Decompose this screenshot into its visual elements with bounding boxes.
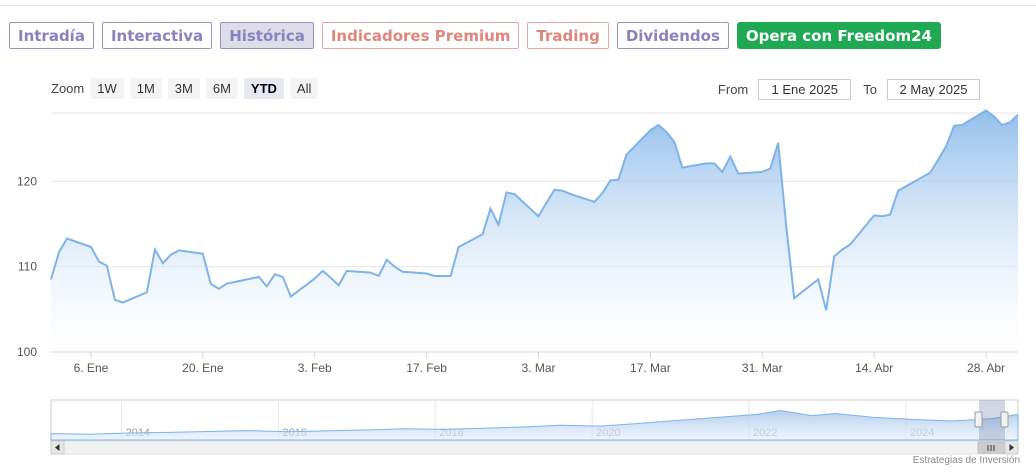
to-label: To	[863, 82, 877, 97]
to-date-input[interactable]	[887, 79, 980, 100]
scrollbar-grip-icon	[987, 445, 995, 451]
opera-freedom24-button[interactable]: Opera con Freedom24	[736, 22, 941, 49]
scroll-right-icon	[1009, 444, 1014, 451]
x-tick-label: 20. Ene	[182, 361, 224, 375]
tab-dividendos[interactable]: Dividendos	[616, 22, 729, 49]
scroll-left-icon	[55, 444, 60, 451]
x-tick-label: 6. Ene	[74, 361, 109, 375]
zoom-ytd-button[interactable]: YTD	[243, 78, 284, 99]
y-tick-label: 100	[17, 345, 37, 359]
tab-indicadores-premium[interactable]: Indicadores Premium	[321, 22, 520, 49]
navigator-handle-left[interactable]	[974, 411, 983, 428]
zoom-1w-button[interactable]: 1W	[90, 78, 124, 99]
x-tick-label: 28. Abr	[967, 361, 1005, 375]
zoom-6m-button[interactable]: 6M	[205, 78, 238, 99]
tab-trading[interactable]: Trading	[527, 22, 609, 49]
tab-bar: Intradía Interactiva Histórica Indicador…	[9, 22, 949, 49]
zoom-all-button[interactable]: All	[289, 78, 319, 99]
tab-intradia[interactable]: Intradía	[9, 22, 94, 49]
navigator-scrollbar[interactable]	[50, 440, 1019, 455]
zoom-1m-button[interactable]: 1M	[129, 78, 162, 99]
credits-link[interactable]: Estrategias de Inversión	[912, 455, 1020, 466]
x-tick-label: 31. Mar	[742, 361, 783, 375]
price-area	[51, 110, 1018, 353]
tab-historica[interactable]: Histórica	[220, 22, 314, 49]
x-tick-label: 17. Mar	[630, 361, 671, 375]
date-range: From To	[718, 79, 980, 100]
navigator-area	[50, 409, 1019, 441]
navigator[interactable]: 201420162018202020222024	[50, 399, 1019, 441]
tab-interactiva[interactable]: Interactiva	[101, 22, 213, 49]
price-line	[50, 109, 1019, 311]
x-tick-label: 14. Abr	[855, 361, 893, 375]
y-tick-label: 120	[17, 174, 37, 188]
x-tick-label: 3. Feb	[298, 361, 332, 375]
x-tick-label: 3. Mar	[521, 361, 555, 375]
zoom-selector: Zoom 1W 1M 3M 6M YTD All	[51, 78, 324, 99]
scrollbar-track[interactable]	[50, 440, 1019, 455]
zoom-label: Zoom	[51, 81, 85, 96]
from-date-input[interactable]	[758, 79, 852, 100]
zoom-3m-button[interactable]: 3M	[167, 78, 200, 99]
navigator-handle-right[interactable]	[1000, 411, 1009, 428]
from-label: From	[717, 82, 749, 97]
top-divider	[0, 5, 1036, 6]
y-tick-label: 110	[18, 260, 37, 274]
x-tick-label: 17. Feb	[406, 361, 447, 375]
